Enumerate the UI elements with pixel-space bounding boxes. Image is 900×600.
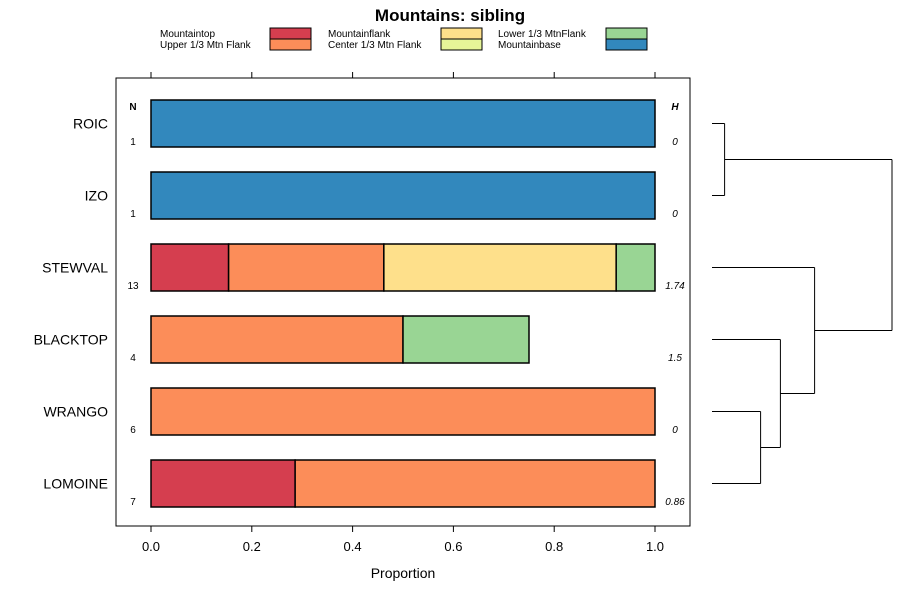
x-axis-title: Proportion [371, 565, 436, 581]
legend-label-upper-1-3-mtn-flank: Upper 1/3 Mtn Flank [160, 40, 252, 51]
bar-stewval-mountaintop [150, 243, 230, 292]
n-value: 4 [130, 353, 136, 364]
plot-frame [115, 77, 691, 527]
bar-lomoine-mountaintop [150, 459, 296, 508]
category-label-izo: IZO [85, 188, 108, 204]
x-tick-label: 0.2 [243, 539, 261, 554]
chart-title: Mountains: sibling [375, 6, 525, 25]
legend-label-lower-1-3-mtnflank: Lower 1/3 MtnFlank [498, 29, 587, 40]
x-tick-label: 0.8 [545, 539, 563, 554]
h-value: 1.74 [665, 281, 685, 292]
bar-stewval-upper-1-3-mtn-flank [227, 243, 385, 292]
category-label-roic: ROIC [73, 116, 108, 132]
category-label-blacktop: BLACKTOP [34, 332, 108, 348]
n-value: 7 [130, 497, 136, 508]
legend-label-mountainbase: Mountainbase [498, 40, 561, 51]
x-axis: 0.0 0.2 0.4 0.6 0.8 1.0 [142, 72, 664, 554]
bars-group [150, 99, 656, 508]
bar-lomoine-upper-1-3-mtn-flank [294, 459, 656, 508]
legend-swatch-mountainflank [440, 27, 483, 40]
category-label-lomoine: LOMOINE [43, 476, 108, 492]
h-value: 1.5 [668, 353, 682, 364]
n-header: N [129, 102, 136, 113]
legend-swatch-lower-1-3-mtnflank [605, 27, 648, 40]
bar-izo-mountainbase [150, 171, 656, 220]
h-column: H 0 0 1.74 1.5 0 0.86 [665, 102, 685, 508]
h-header: H [671, 102, 679, 113]
h-value: 0 [672, 137, 678, 148]
bar-blacktop-lower-1-3-mtnflank [402, 315, 530, 364]
n-column: N 1 1 13 4 6 7 [127, 102, 139, 508]
bar-wrango-upper-1-3-mtn-flank [150, 387, 656, 436]
legend-label-center-1-3-mtn-flank: Center 1/3 Mtn Flank [328, 40, 422, 51]
x-tick-label: 1.0 [646, 539, 664, 554]
h-value: 0.86 [665, 497, 685, 508]
legend-swatch-center-1-3-mtn-flank [440, 38, 483, 51]
n-value: 1 [130, 209, 136, 220]
legend-swatch-mountaintop [269, 27, 312, 40]
category-label-wrango: WRANGO [43, 404, 108, 420]
category-label-stewval: STEWVAL [42, 260, 108, 276]
h-value: 0 [672, 209, 678, 220]
category-labels: ROIC IZO STEWVAL BLACKTOP WRANGO LOMOINE [34, 116, 109, 492]
h-value: 0 [672, 425, 678, 436]
x-tick-label: 0.0 [142, 539, 160, 554]
x-tick-label: 0.6 [444, 539, 462, 554]
bar-stewval-lower-1-3-mtnflank [615, 243, 656, 292]
dendrogram [712, 123, 893, 484]
legend-swatch-upper-1-3-mtn-flank [269, 38, 312, 51]
legend-label-mountaintop: Mountaintop [160, 29, 215, 40]
bar-blacktop-upper-1-3-mtn-flank [150, 315, 404, 364]
bar-roic-mountainbase [150, 99, 656, 148]
n-value: 1 [130, 137, 136, 148]
bar-stewval-mountainflank [383, 243, 617, 292]
x-tick-label: 0.4 [344, 539, 362, 554]
legend-label-mountainflank: Mountainflank [328, 29, 391, 40]
n-value: 13 [127, 281, 139, 292]
legend-swatch-mountainbase [605, 38, 648, 51]
n-value: 6 [130, 425, 136, 436]
